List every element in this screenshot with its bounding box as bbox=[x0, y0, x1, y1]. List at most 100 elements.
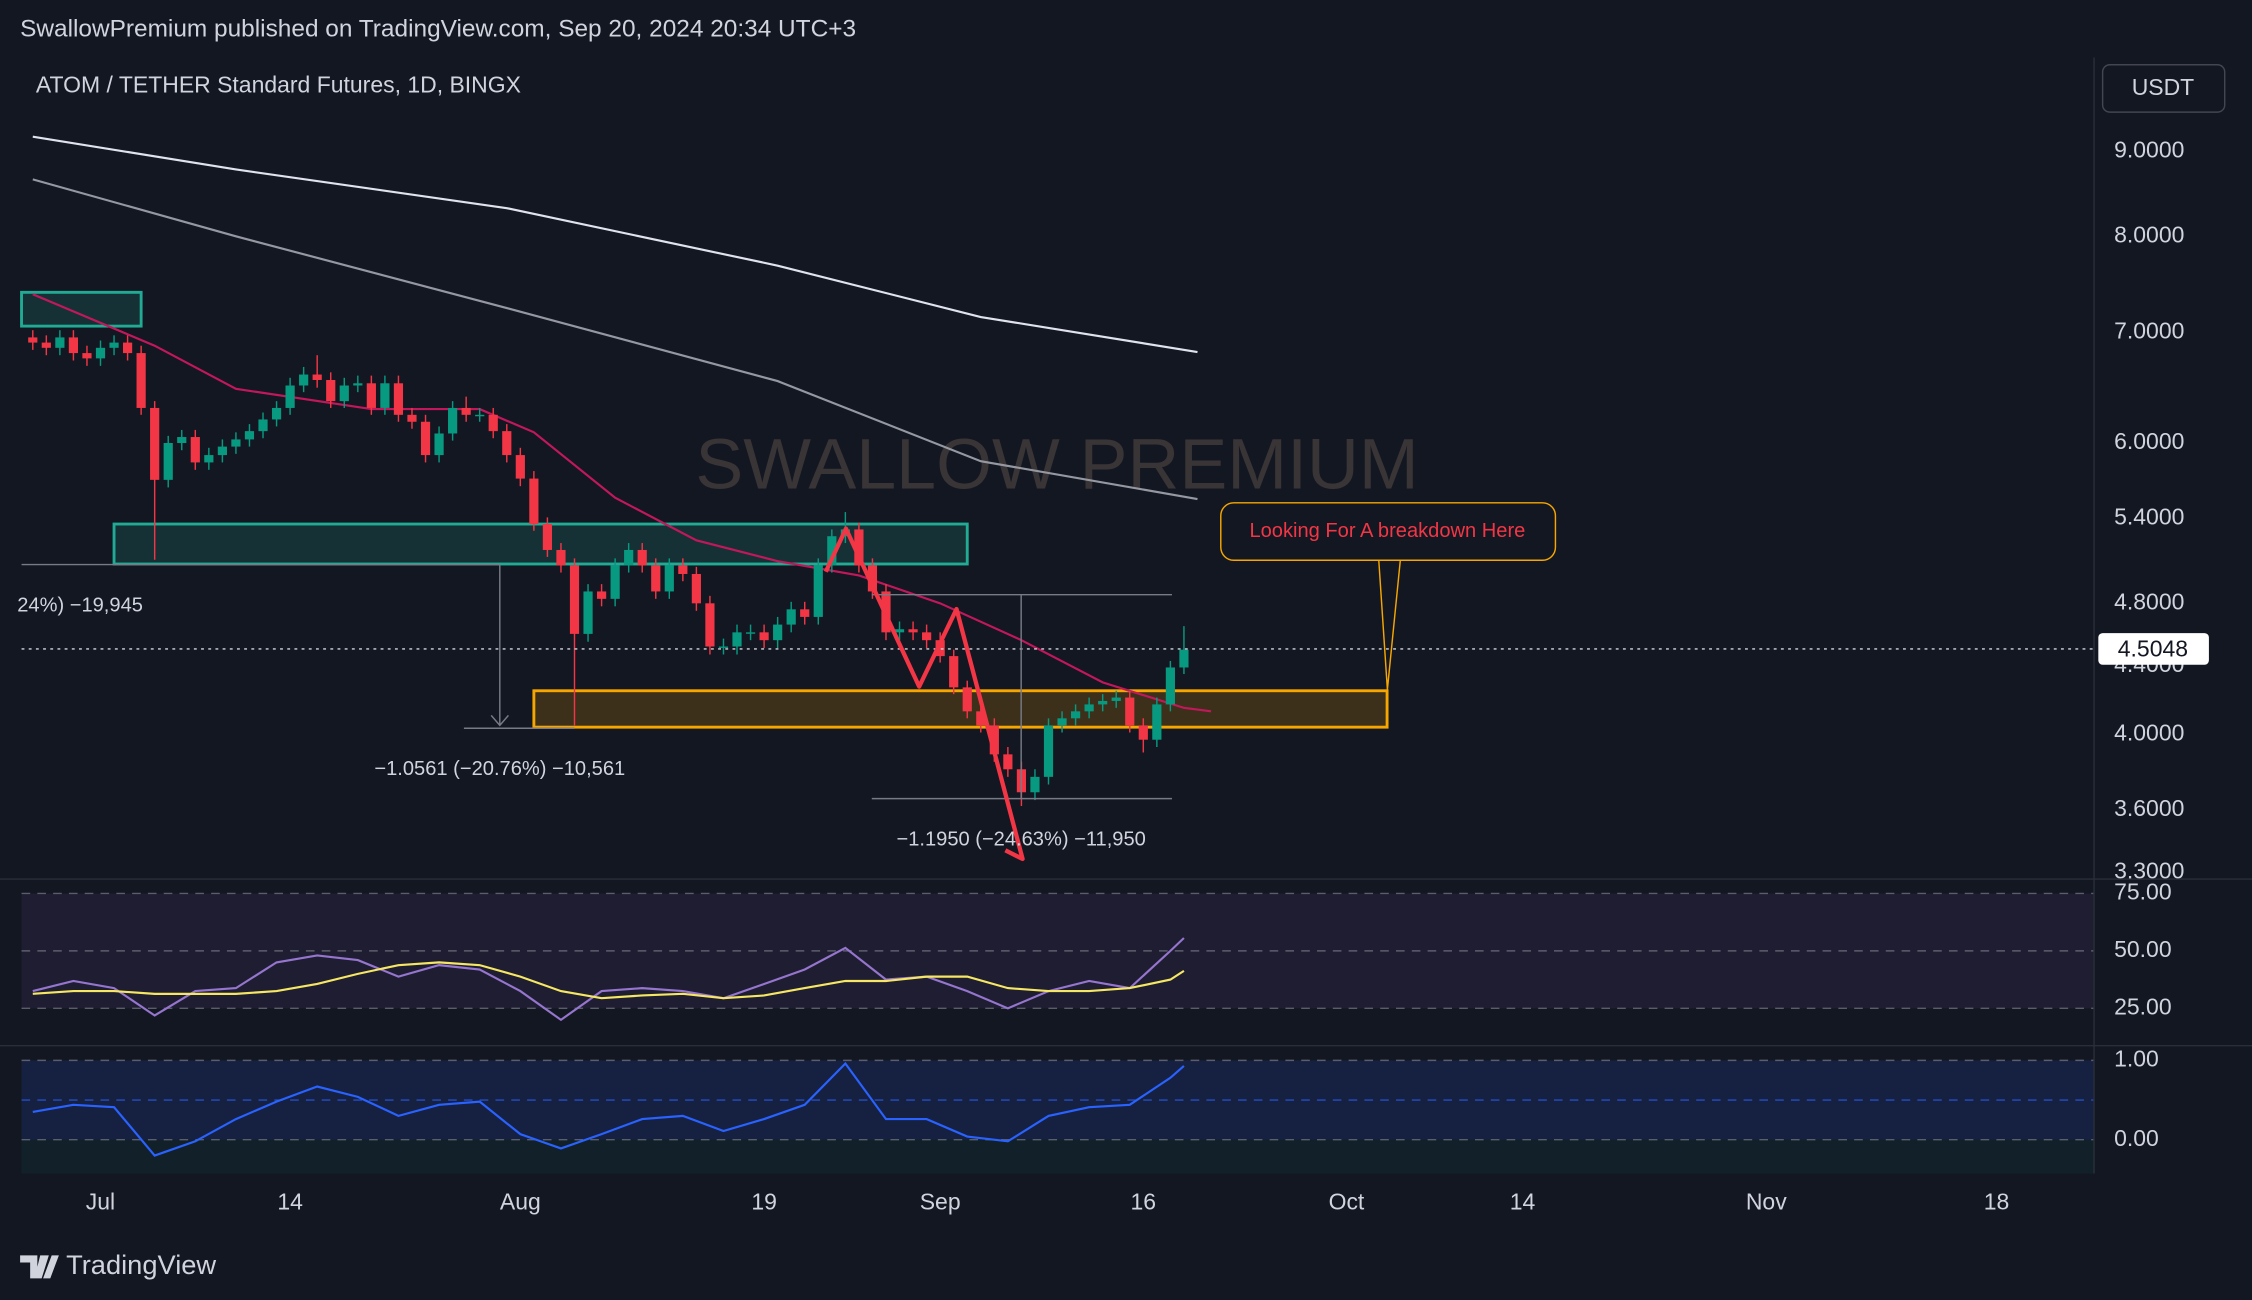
x-tick-label: Sep bbox=[920, 1189, 961, 1215]
candle-body bbox=[515, 455, 525, 479]
candle-body bbox=[529, 478, 539, 525]
x-tick-label: Jul bbox=[86, 1189, 115, 1215]
candle-body bbox=[1084, 704, 1094, 712]
candle-body bbox=[989, 725, 999, 755]
indicator-line bbox=[32, 1061, 1185, 1157]
y-tick-label: 1.00 bbox=[2114, 1045, 2159, 1071]
candle-body bbox=[258, 419, 268, 432]
candle-body bbox=[68, 337, 79, 354]
y-tick-label: 50.00 bbox=[2114, 936, 2171, 962]
candle-body bbox=[136, 353, 146, 408]
candle-body bbox=[745, 632, 756, 634]
measure-arrow bbox=[490, 714, 509, 727]
y-tick-label: 4.0000 bbox=[2114, 719, 2184, 745]
candle-body bbox=[434, 433, 444, 456]
candle-body bbox=[718, 646, 729, 648]
logo bbox=[20, 1255, 59, 1279]
last-price-tag bbox=[2098, 633, 2209, 665]
y-tick-label: 25.00 bbox=[2114, 993, 2171, 1019]
candle-body bbox=[705, 603, 715, 647]
candle-body bbox=[502, 431, 512, 456]
candle-body bbox=[366, 383, 376, 408]
candle-body bbox=[177, 437, 187, 444]
moving-average bbox=[32, 135, 1198, 354]
candle-body bbox=[461, 407, 471, 415]
candle-body bbox=[407, 414, 417, 422]
candle-body bbox=[1179, 649, 1189, 668]
y-tick-label: 7.0000 bbox=[2114, 317, 2184, 343]
candle-body bbox=[1003, 754, 1013, 770]
x-tick-label: Aug bbox=[500, 1189, 541, 1215]
y-tick-label: 9.0000 bbox=[2114, 137, 2184, 163]
y-tick-label: 75.00 bbox=[2114, 879, 2171, 905]
candle-body bbox=[1070, 711, 1081, 719]
measure-label: −1.0561 (−20.76%) −10,561 bbox=[374, 758, 625, 780]
candle-body bbox=[339, 385, 349, 402]
currency: USDT bbox=[2132, 74, 2195, 100]
y-tick-label: 8.0000 bbox=[2114, 221, 2184, 247]
currency-button[interactable] bbox=[2101, 64, 2226, 113]
candle-body bbox=[150, 407, 160, 480]
candle-body bbox=[759, 632, 769, 641]
candle-body bbox=[475, 414, 485, 417]
candle-body bbox=[82, 353, 92, 359]
zone bbox=[532, 689, 1389, 729]
indicator-line bbox=[32, 961, 1185, 1000]
candle-body bbox=[610, 565, 620, 599]
candle-body bbox=[556, 549, 566, 566]
candle-body bbox=[1030, 776, 1040, 793]
candle-body bbox=[163, 443, 173, 480]
last-price-label: 4.5048 bbox=[2118, 635, 2188, 661]
candle-body bbox=[217, 446, 227, 456]
symbol-title: ATOM / TETHER Standard Futures, 1D, BING… bbox=[36, 71, 521, 97]
candle-body bbox=[109, 342, 119, 348]
candle-body bbox=[244, 431, 255, 440]
candle-body bbox=[488, 414, 498, 432]
candle-body bbox=[908, 629, 918, 633]
y-tick-label: 5.4000 bbox=[2114, 504, 2184, 530]
candle-body bbox=[190, 437, 200, 463]
drawings: 24%) −19,945 −1.0561 (−20.76%) −10,561 −… bbox=[17, 502, 1557, 862]
x-tick-label: 16 bbox=[1131, 1189, 1157, 1215]
candle-body bbox=[732, 632, 742, 647]
rsi-pane: 75.00 50.00 25.00 bbox=[21, 879, 2172, 1022]
candle-body bbox=[1057, 718, 1067, 726]
candle-body bbox=[691, 573, 701, 604]
price-pane: 9.00008.00007.00006.00005.40004.80004.40… bbox=[20, 135, 2209, 884]
moving-average bbox=[32, 293, 1212, 713]
x-tick-label: 18 bbox=[1984, 1189, 2010, 1215]
candle-body bbox=[55, 337, 65, 348]
candle-body bbox=[596, 591, 607, 599]
y-tick-label: 0.00 bbox=[2114, 1125, 2159, 1151]
candle-body bbox=[949, 656, 959, 688]
candle-body bbox=[624, 549, 634, 566]
candle-body bbox=[962, 687, 972, 712]
measure-label: 24%) −19,945 bbox=[17, 595, 143, 617]
candle-body bbox=[312, 374, 322, 380]
candle-body bbox=[583, 591, 593, 634]
y-tick-label: 4.8000 bbox=[2114, 588, 2184, 614]
candle-body bbox=[786, 609, 796, 625]
x-tick-label: Nov bbox=[1746, 1189, 1787, 1215]
x-tick-label: 19 bbox=[751, 1189, 777, 1215]
candle-body bbox=[420, 421, 431, 456]
candle-body bbox=[922, 632, 932, 641]
candle-body bbox=[637, 549, 647, 566]
candle-body bbox=[204, 455, 214, 463]
candle-body bbox=[542, 524, 553, 550]
callout-box bbox=[1220, 502, 1557, 561]
x-tick-label: 14 bbox=[277, 1189, 303, 1215]
callout-text: Looking For A breakdown Here bbox=[1249, 520, 1525, 542]
candle-body bbox=[867, 565, 878, 592]
x-tick-label: Oct bbox=[1329, 1189, 1365, 1215]
candle-body bbox=[285, 385, 295, 408]
candle-body bbox=[569, 565, 580, 634]
candle-body bbox=[299, 374, 309, 386]
candle-body bbox=[1138, 725, 1148, 740]
indicator-line bbox=[32, 937, 1185, 1022]
time-axis: Jul 14 Aug 19 Sep 16 Oct 14 Nov 18 bbox=[86, 1189, 2009, 1215]
candle-body bbox=[95, 347, 106, 359]
candle-body bbox=[1043, 725, 1054, 777]
candle-body bbox=[353, 383, 363, 386]
